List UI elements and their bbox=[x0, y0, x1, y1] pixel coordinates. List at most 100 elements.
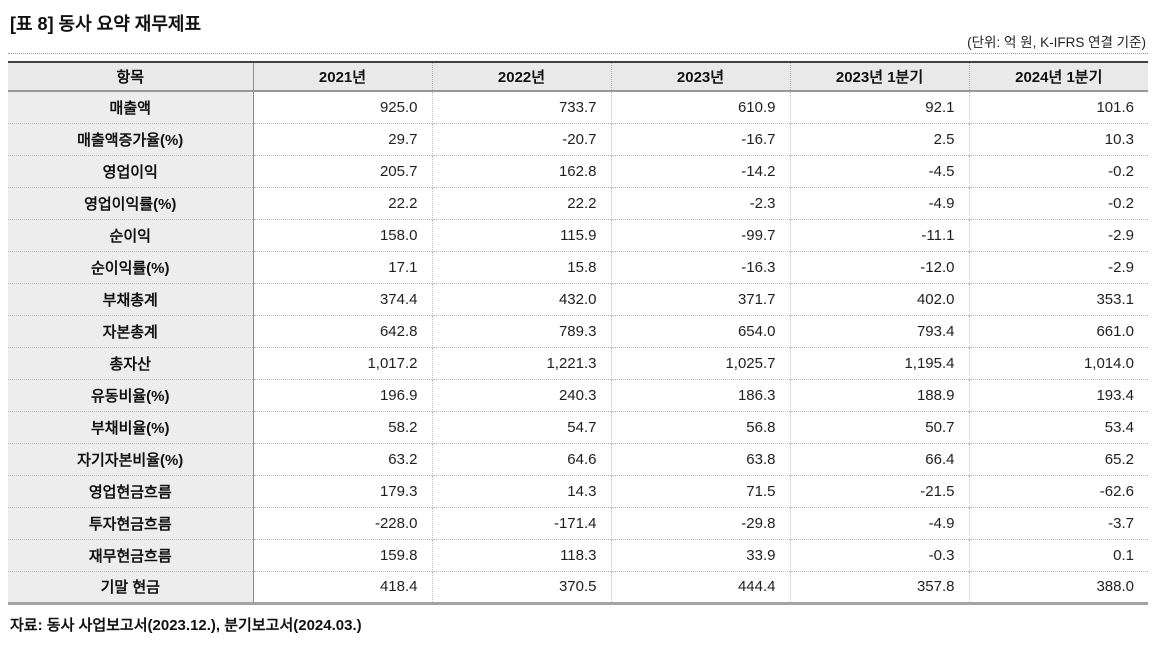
value-cell: 1,014.0 bbox=[968, 346, 1148, 379]
value-cell: 58.2 bbox=[253, 410, 432, 443]
value-cell: 92.1 bbox=[789, 91, 969, 123]
table-row: 영업이익률(%) 22.2 22.2 -2.3 -4.9 -0.2 bbox=[8, 186, 1148, 219]
table-row: 기말 현금 418.4 370.5 444.4 357.8 388.0 bbox=[8, 570, 1148, 603]
table-row: 영업현금흐름 179.3 14.3 71.5 -21.5 -62.6 bbox=[8, 474, 1148, 507]
value-cell: 418.4 bbox=[253, 570, 432, 603]
value-cell: 610.9 bbox=[610, 91, 790, 123]
value-cell: 1,017.2 bbox=[253, 346, 432, 379]
value-cell: 0.1 bbox=[968, 538, 1148, 571]
row-label: 투자현금흐름 bbox=[8, 506, 254, 539]
value-cell: -11.1 bbox=[789, 218, 969, 251]
value-cell: 162.8 bbox=[431, 154, 611, 187]
table-row: 매출액증가율(%) 29.7 -20.7 -16.7 2.5 10.3 bbox=[8, 122, 1148, 155]
value-cell: 388.0 bbox=[968, 570, 1148, 603]
value-cell: -228.0 bbox=[253, 506, 432, 539]
value-cell: 402.0 bbox=[789, 282, 969, 315]
table-row: 영업이익 205.7 162.8 -14.2 -4.5 -0.2 bbox=[8, 154, 1148, 187]
column-header-2023: 2023년 bbox=[610, 62, 790, 92]
value-cell: -4.9 bbox=[789, 186, 969, 219]
row-label: 재무현금흐름 bbox=[8, 538, 254, 571]
column-header-2023q1: 2023년 1분기 bbox=[789, 62, 969, 92]
value-cell: 925.0 bbox=[253, 91, 432, 123]
row-label: 유동비율(%) bbox=[8, 378, 254, 411]
value-cell: 2.5 bbox=[789, 122, 969, 155]
value-cell: -16.7 bbox=[610, 122, 790, 155]
value-cell: 159.8 bbox=[253, 538, 432, 571]
table-row: 순이익 158.0 115.9 -99.7 -11.1 -2.9 bbox=[8, 218, 1148, 251]
row-label: 매출액증가율(%) bbox=[8, 122, 254, 155]
value-cell: -20.7 bbox=[431, 122, 611, 155]
value-cell: 71.5 bbox=[610, 474, 790, 507]
value-cell: 444.4 bbox=[610, 570, 790, 603]
value-cell: 101.6 bbox=[968, 91, 1148, 123]
value-cell: 196.9 bbox=[253, 378, 432, 411]
value-cell: 642.8 bbox=[253, 314, 432, 347]
value-cell: 188.9 bbox=[789, 378, 969, 411]
value-cell: -0.2 bbox=[968, 154, 1148, 187]
row-label: 매출액 bbox=[8, 91, 254, 123]
table-row: 매출액 925.0 733.7 610.9 92.1 101.6 bbox=[8, 91, 1148, 123]
table-title: [표 8] 동사 요약 재무제표 bbox=[10, 14, 202, 34]
unit-note: (단위: 억 원, K-IFRS 연결 기준) bbox=[967, 35, 1146, 50]
value-cell: -3.7 bbox=[968, 506, 1148, 539]
value-cell: 733.7 bbox=[431, 91, 611, 123]
value-cell: 1,025.7 bbox=[610, 346, 790, 379]
row-label: 자기자본비율(%) bbox=[8, 442, 254, 475]
table-row: 유동비율(%) 196.9 240.3 186.3 188.9 193.4 bbox=[8, 378, 1148, 411]
value-cell: 115.9 bbox=[431, 218, 611, 251]
value-cell: 56.8 bbox=[610, 410, 790, 443]
value-cell: -99.7 bbox=[610, 218, 790, 251]
value-cell: -0.3 bbox=[789, 538, 969, 571]
column-header-2022: 2022년 bbox=[431, 62, 611, 92]
value-cell: -2.9 bbox=[968, 218, 1148, 251]
value-cell: 14.3 bbox=[431, 474, 611, 507]
row-label: 총자산 bbox=[8, 346, 254, 379]
table-row: 부채총계 374.4 432.0 371.7 402.0 353.1 bbox=[8, 282, 1148, 315]
value-cell: -62.6 bbox=[968, 474, 1148, 507]
value-cell: 17.1 bbox=[253, 250, 432, 283]
value-cell: 1,195.4 bbox=[789, 346, 969, 379]
row-label: 부채비율(%) bbox=[8, 410, 254, 443]
row-label: 기말 현금 bbox=[8, 570, 254, 603]
value-cell: 15.8 bbox=[431, 250, 611, 283]
value-cell: 65.2 bbox=[968, 442, 1148, 475]
value-cell: -21.5 bbox=[789, 474, 969, 507]
value-cell: 50.7 bbox=[789, 410, 969, 443]
value-cell: 53.4 bbox=[968, 410, 1148, 443]
value-cell: 654.0 bbox=[610, 314, 790, 347]
value-cell: 371.7 bbox=[610, 282, 790, 315]
value-cell: 22.2 bbox=[253, 186, 432, 219]
value-cell: 22.2 bbox=[431, 186, 611, 219]
value-cell: 1,221.3 bbox=[431, 346, 611, 379]
value-cell: 240.3 bbox=[431, 378, 611, 411]
value-cell: 186.3 bbox=[610, 378, 790, 411]
value-cell: -2.3 bbox=[610, 186, 790, 219]
value-cell: 661.0 bbox=[968, 314, 1148, 347]
column-header-2021: 2021년 bbox=[253, 62, 432, 92]
row-label: 순이익률(%) bbox=[8, 250, 254, 283]
row-label: 부채총계 bbox=[8, 282, 254, 315]
value-cell: -171.4 bbox=[431, 506, 611, 539]
value-cell: 370.5 bbox=[431, 570, 611, 603]
value-cell: 29.7 bbox=[253, 122, 432, 155]
value-cell: 66.4 bbox=[789, 442, 969, 475]
table-row: 순이익률(%) 17.1 15.8 -16.3 -12.0 -2.9 bbox=[8, 250, 1148, 283]
header-row: 항목 2021년 2022년 2023년 2023년 1분기 2024년 1분기 bbox=[8, 62, 1148, 92]
column-header-item: 항목 bbox=[8, 62, 254, 92]
value-cell: 63.2 bbox=[253, 442, 432, 475]
financial-summary-table: 항목 2021년 2022년 2023년 2023년 1분기 2024년 1분기… bbox=[8, 61, 1148, 605]
value-cell: -16.3 bbox=[610, 250, 790, 283]
value-cell: 33.9 bbox=[610, 538, 790, 571]
table-row: 자기자본비율(%) 63.2 64.6 63.8 66.4 65.2 bbox=[8, 442, 1148, 475]
table-row: 투자현금흐름 -228.0 -171.4 -29.8 -4.9 -3.7 bbox=[8, 506, 1148, 539]
table-header-bar: [표 8] 동사 요약 재무제표 (단위: 억 원, K-IFRS 연결 기준) bbox=[8, 8, 1148, 53]
value-cell: 10.3 bbox=[968, 122, 1148, 155]
title-divider bbox=[8, 53, 1148, 54]
row-label: 영업이익률(%) bbox=[8, 186, 254, 219]
table-row: 총자산 1,017.2 1,221.3 1,025.7 1,195.4 1,014.0 bbox=[8, 346, 1148, 379]
column-header-2024q1: 2024년 1분기 bbox=[968, 62, 1148, 92]
value-cell: 357.8 bbox=[789, 570, 969, 603]
value-cell: -2.9 bbox=[968, 250, 1148, 283]
value-cell: 179.3 bbox=[253, 474, 432, 507]
value-cell: 205.7 bbox=[253, 154, 432, 187]
